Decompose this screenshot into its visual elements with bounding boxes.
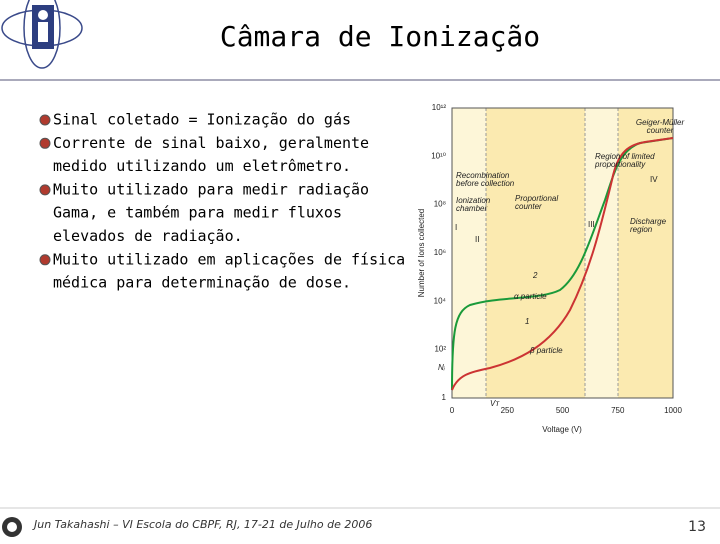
- bullet-dot: [39, 114, 51, 126]
- x-tick-label: 1000: [664, 406, 682, 415]
- region-label: I: [455, 223, 457, 232]
- y-tick-label: 10¹²: [432, 103, 447, 112]
- bullet-dot: [39, 184, 51, 196]
- bullet-dot: [39, 137, 51, 149]
- annotation: Recombination: [456, 171, 510, 180]
- footer-logo: [2, 517, 22, 537]
- y-tick-label: 1: [442, 393, 447, 402]
- x-axis-label: Voltage (V): [542, 425, 582, 434]
- curve-label: 2: [532, 271, 538, 280]
- x-tick-label: 250: [501, 406, 515, 415]
- bullet-text: Sinal coletado = Ionização do gás: [53, 111, 351, 129]
- x-tick-label: 0: [450, 406, 455, 415]
- annotation: Proportional: [515, 194, 558, 203]
- y-tick-label: 10²: [434, 345, 446, 354]
- annotation: counter: [647, 126, 674, 135]
- bullet-text: Muito utilizado para medir radiação: [53, 180, 369, 198]
- x-tick-label: 750: [611, 406, 625, 415]
- bullet-dot: [39, 254, 51, 266]
- bullet-text: Corrente de sinal baixo, geralmente: [53, 134, 369, 152]
- annotation: Region of limited: [595, 152, 655, 161]
- curve-label: α particle: [514, 292, 547, 301]
- annotation: chamber: [456, 204, 487, 213]
- annotation: region: [630, 225, 653, 234]
- y-tick-label: 10⁶: [434, 248, 446, 257]
- curve-label: Vᴛ: [490, 399, 500, 408]
- bullet-text: médica para determinação de dose.: [53, 274, 351, 292]
- region-label: II: [475, 235, 479, 244]
- y-tick-label: 10⁸: [434, 200, 446, 209]
- annotation: Geiger-Müller: [636, 118, 685, 127]
- bullet-text: elevados de radiação.: [53, 227, 243, 245]
- annotation: counter: [515, 202, 542, 211]
- bullet-text: medido utilizando um eletrômetro.: [53, 157, 351, 175]
- logo: [1, 0, 83, 69]
- y-axis-label: Number of Ions collected: [417, 209, 426, 298]
- curve-label: β particle: [529, 346, 563, 355]
- y-tick-label: 10¹⁰: [431, 151, 446, 160]
- annotation: proportionality: [594, 160, 646, 169]
- annotation: before collection: [456, 179, 515, 188]
- curve-label: Nᵢ: [438, 363, 446, 372]
- title: Câmara de Ionização: [220, 20, 540, 53]
- bullet-text: Muito utilizado em aplicações de física: [53, 250, 405, 268]
- region-label: III: [588, 220, 595, 229]
- y-tick-label: 10⁴: [434, 296, 447, 305]
- x-tick-label: 500: [556, 406, 570, 415]
- annotation: Ionization: [456, 196, 491, 205]
- curve-label: 1: [525, 317, 529, 326]
- bullet-text: Gama, e também para medir fluxos: [53, 204, 342, 222]
- region-label: IV: [650, 175, 658, 184]
- footer-text: Jun Takahashi – VI Escola do CBPF, RJ, 1…: [32, 518, 372, 531]
- figure: [451, 107, 674, 399]
- annotation: Discharge: [630, 217, 667, 226]
- page-number: 13: [688, 519, 706, 535]
